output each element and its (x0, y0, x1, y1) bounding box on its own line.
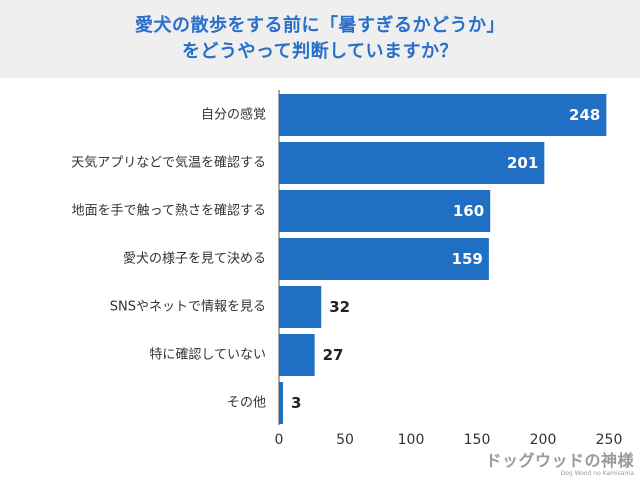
chart-title-line-1: 愛犬の散歩をする前に「暑すぎるかどうか」 (135, 15, 505, 36)
x-tick-label: 50 (336, 432, 354, 448)
bar (279, 238, 489, 280)
x-tick-label: 150 (464, 432, 491, 448)
bar (279, 286, 322, 328)
x-tick-label: 100 (398, 432, 425, 448)
x-tick-label: 0 (275, 432, 284, 448)
data-label: 27 (323, 346, 344, 364)
data-label: 201 (507, 154, 538, 172)
category-label: 自分の感覚 (201, 107, 266, 123)
category-label: 愛犬の様子を見て決める (123, 252, 266, 267)
bar (279, 94, 607, 136)
data-label: 32 (329, 298, 350, 316)
category-label: SNSやネットで情報を見る (110, 300, 266, 315)
category-label: その他 (227, 396, 266, 411)
category-label: 地面を手で触って熱さを確認する (72, 203, 266, 219)
title-band: 愛犬の散歩をする前に「暑すぎるかどうか」 をどうやって判断していますか？ (0, 0, 640, 78)
watermark-logo: ドッグウッドの神様 Dog Wood no Kamisama (485, 452, 634, 478)
bar (279, 190, 491, 232)
bar (279, 382, 283, 424)
watermark-main: ドッグウッドの神様 (485, 451, 634, 470)
x-tick-label: 250 (596, 432, 623, 448)
category-label: 天気アプリなどで気温を確認する (71, 155, 266, 171)
chart-title-line-2: をどうやって判断していますか？ (181, 41, 459, 62)
category-label: 特に確認していない (149, 347, 266, 363)
bar (279, 142, 545, 184)
data-label: 160 (453, 202, 484, 220)
x-tick-label: 200 (530, 432, 557, 448)
data-label: 248 (569, 106, 600, 124)
watermark-sub: Dog Wood no Kamisama (560, 470, 634, 477)
data-label: 159 (452, 250, 483, 268)
bar (279, 334, 315, 376)
data-label: 3 (291, 394, 301, 412)
